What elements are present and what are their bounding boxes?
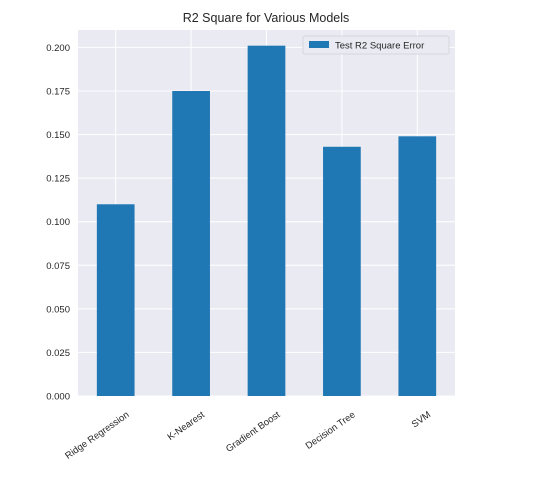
bars <box>96 45 437 397</box>
y-tick-label: 0.175 <box>46 87 70 98</box>
y-tick-label: 0.000 <box>46 392 70 403</box>
y-tick-label: 0.200 <box>46 43 70 54</box>
bar-gradient-boost <box>247 45 286 396</box>
x-tick-label: Decision Tree <box>304 409 358 451</box>
y-tick-label: 0.150 <box>46 130 70 141</box>
y-tick-label: 0.125 <box>46 174 70 185</box>
bar-decision-tree <box>323 146 361 396</box>
legend-box <box>302 35 450 55</box>
legend: Test R2 Square Error <box>302 35 450 55</box>
y-tick-label: 0.075 <box>46 261 70 272</box>
bar-svm <box>398 136 437 397</box>
y-axis-ticks: 0.000 0.025 0.050 0.075 0.100 0.125 0.150 0.175… <box>46 43 70 403</box>
y-tick-label: 0.025 <box>46 348 70 359</box>
legend-swatch <box>309 41 329 48</box>
y-tick-label: 0.100 <box>46 217 70 228</box>
x-tick-label: Ridge Regression <box>63 409 131 461</box>
chart-title: R2 Square for Various Models <box>183 11 350 25</box>
x-tick-label: K-Nearest <box>165 409 207 443</box>
x-tick-label: Gradient Boost <box>224 409 283 455</box>
y-tick-label: 0.050 <box>46 304 70 315</box>
x-tick-label: SVM <box>410 409 433 430</box>
legend-label: Test R2 Square Error <box>335 41 424 52</box>
bar-ridge-regression <box>96 204 135 396</box>
bar-k-nearest <box>172 91 210 396</box>
x-axis-ticks: Ridge Regression K-Nearest Gradient Boost D… <box>63 409 433 462</box>
